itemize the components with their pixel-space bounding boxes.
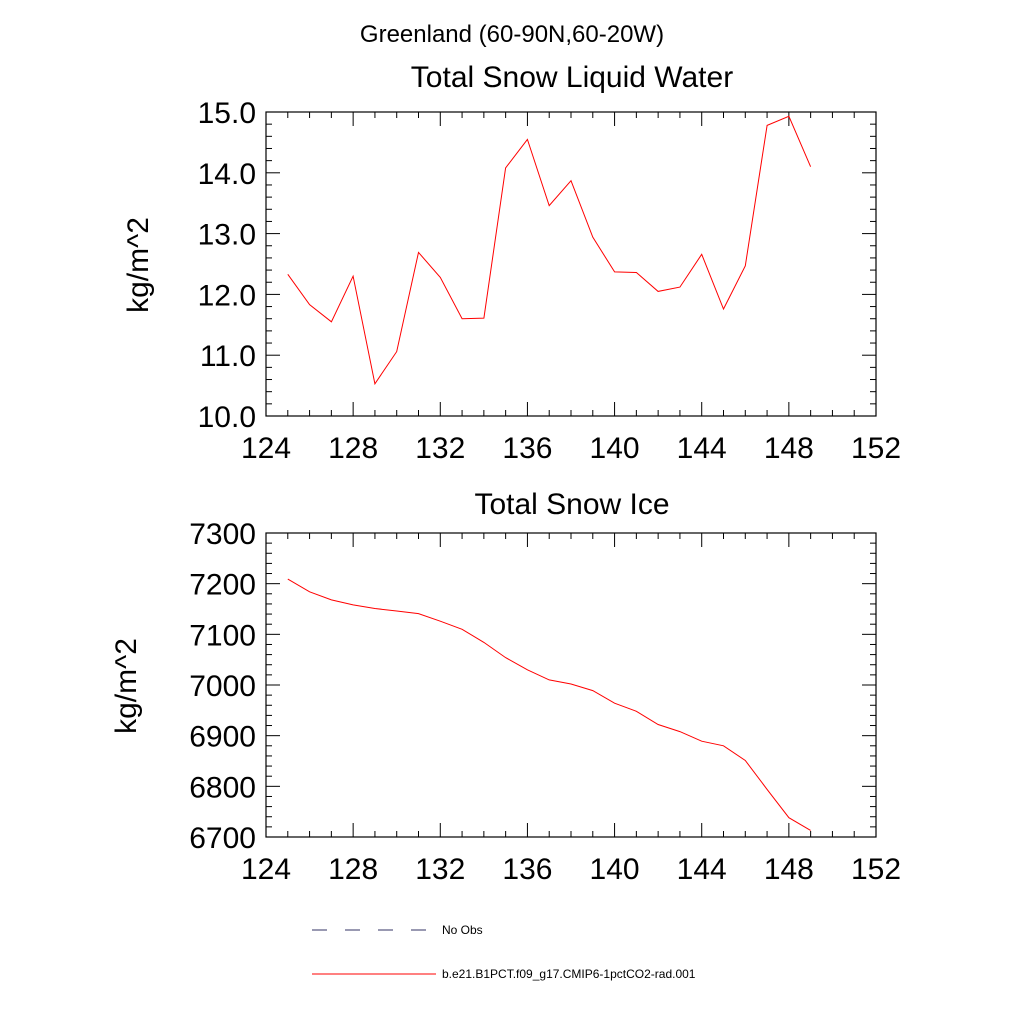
x-tick-label: 140: [590, 432, 640, 465]
x-tick-label: 152: [851, 432, 901, 465]
legend-label: b.e21.B1PCT.f09_g17.CMIP6-1pctCO2-rad.00…: [442, 967, 696, 981]
figure-title: Greenland (60-90N,60-20W): [360, 21, 664, 48]
tick-labels: 124 128 132 136 140 144 148 152 10.0 11.0 12.0 13.0…: [198, 97, 901, 465]
series-line: [287, 578, 811, 831]
x-tick-label: 132: [415, 853, 465, 886]
y-tick-label: 6900: [189, 721, 256, 754]
tick-labels: 124 128 132 136 140 144 148 152 6700 6800 6900 7000…: [189, 518, 901, 886]
x-tick-label: 144: [677, 432, 727, 465]
axis-ticks: [265, 111, 877, 417]
panel-snow-ice: Total Snow Ice kg/m^2 124 128 132 136 140 144…: [110, 488, 901, 886]
y-tick-label: 6800: [189, 771, 256, 804]
y-tick-label: 12.0: [198, 279, 256, 312]
panel-title: Total Snow Ice: [474, 488, 669, 521]
y-tick-label: 7100: [189, 619, 256, 652]
plot-frame: [265, 111, 877, 417]
x-tick-label: 148: [764, 432, 814, 465]
y-tick-label: 11.0: [200, 340, 256, 373]
x-tick-label: 152: [851, 853, 901, 886]
series-group: [287, 115, 812, 386]
x-tick-label: 144: [677, 853, 727, 886]
x-tick-label: 128: [328, 853, 378, 886]
y-tick-label: 7000: [189, 670, 256, 703]
y-axis-label: kg/m^2: [110, 638, 143, 734]
y-tick-label: 10.0: [198, 401, 256, 434]
x-tick-label: 136: [502, 853, 552, 886]
y-tick-label: 13.0: [198, 219, 256, 252]
x-tick-label: 140: [590, 853, 640, 886]
panel-snow-liquid-water: Total Snow Liquid Water kg/m^2 124 128 132…: [122, 61, 901, 465]
panel-title: Total Snow Liquid Water: [411, 61, 733, 94]
legend-item-model-run: b.e21.B1PCT.f09_g17.CMIP6-1pctCO2-rad.00…: [312, 967, 696, 981]
x-tick-label: 124: [241, 432, 291, 465]
y-tick-label: 7200: [189, 569, 256, 602]
x-tick-label: 136: [502, 432, 552, 465]
legend: No Obs b.e21.B1PCT.f09_g17.CMIP6-1pctCO2…: [312, 923, 696, 981]
axis-ticks: [265, 532, 877, 838]
x-tick-label: 124: [241, 853, 291, 886]
y-tick-label: 15.0: [198, 97, 256, 130]
legend-item-no-obs: No Obs: [312, 923, 483, 937]
legend-label: No Obs: [442, 923, 483, 937]
y-tick-label: 7300: [189, 518, 256, 551]
y-tick-label: 14.0: [198, 158, 256, 191]
series-line: [287, 115, 812, 386]
y-tick-label: 6700: [189, 822, 256, 855]
x-tick-label: 128: [328, 432, 378, 465]
x-tick-label: 132: [415, 432, 465, 465]
y-axis-label: kg/m^2: [122, 217, 155, 313]
series-group: [287, 578, 811, 831]
x-tick-label: 148: [764, 853, 814, 886]
plot-frame: [265, 532, 877, 838]
